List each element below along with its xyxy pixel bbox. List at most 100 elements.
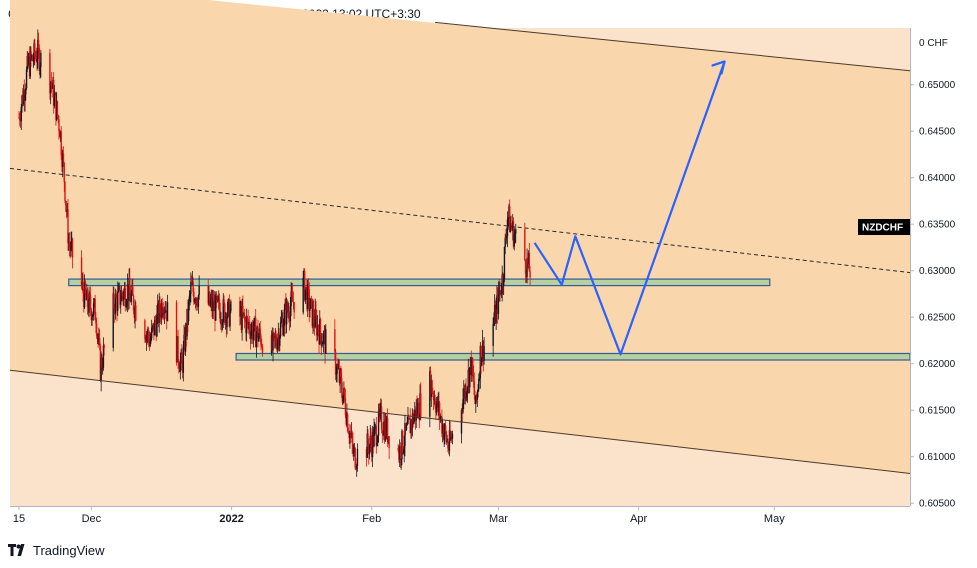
- price-axis[interactable]: 0 CHF 0.60500 0.61000 0.61500 0.62000 0.6250…: [858, 28, 977, 510]
- support-zone-2[interactable]: [235, 352, 911, 361]
- candle: [96, 333, 99, 345]
- candle: [210, 289, 212, 312]
- candle: [469, 366, 471, 394]
- candle: [280, 310, 283, 324]
- candle: [373, 418, 375, 448]
- candle: [251, 319, 254, 344]
- candle: [209, 294, 212, 308]
- candle: [411, 418, 413, 439]
- candle: [495, 297, 497, 330]
- candle: [417, 398, 419, 419]
- projected-path-line[interactable]: [533, 61, 726, 356]
- price-tick-label: 0.64500: [919, 127, 956, 138]
- candle: [249, 324, 252, 350]
- time-axis[interactable]: 15 Dec 2022 Feb Mar Apr May: [10, 506, 910, 525]
- candle: [500, 283, 503, 299]
- candle: [144, 335, 147, 343]
- candle: [465, 378, 467, 402]
- candle: [101, 354, 103, 372]
- candle: [494, 300, 497, 325]
- candle: [196, 297, 198, 306]
- candle: [68, 232, 70, 251]
- candle: [480, 345, 482, 374]
- price-tick-label: 0.60500: [919, 499, 956, 510]
- candle: [278, 328, 280, 352]
- tradingview-logo-icon: [8, 544, 25, 556]
- candle: [313, 314, 316, 336]
- candle: [291, 282, 293, 297]
- candle: [165, 301, 167, 314]
- candle: [245, 308, 248, 342]
- candle: [62, 149, 64, 178]
- candle: [501, 265, 503, 302]
- candle: [257, 319, 259, 348]
- candle: [351, 430, 353, 454]
- candle: [368, 443, 371, 460]
- candle: [239, 300, 242, 325]
- candle: [89, 291, 91, 301]
- candle: [512, 217, 515, 249]
- candle: [528, 242, 531, 272]
- candle: [470, 350, 472, 382]
- candle: [429, 366, 432, 401]
- candle: [83, 289, 85, 313]
- candle: [88, 286, 90, 318]
- candle: [112, 286, 114, 352]
- candle: [430, 374, 433, 407]
- candle: [404, 414, 406, 457]
- plot-area[interactable]: [9, 0, 911, 506]
- support-zone-1[interactable]: [68, 278, 771, 287]
- candle: [445, 430, 448, 445]
- candle: [438, 400, 441, 430]
- candle: [527, 257, 529, 269]
- candle: [241, 298, 243, 341]
- time-tick-label: Mar: [489, 513, 508, 525]
- candle: [324, 325, 326, 364]
- candle: [84, 279, 87, 296]
- candle: [415, 399, 417, 428]
- candle: [95, 317, 98, 339]
- candle: [285, 293, 287, 335]
- candle: [337, 359, 340, 370]
- candle: [273, 331, 275, 342]
- candle: [211, 290, 213, 318]
- candle: [221, 319, 223, 333]
- candle: [251, 322, 253, 336]
- candle: [145, 331, 148, 351]
- candle: [248, 315, 251, 339]
- candle: [499, 290, 502, 296]
- candle: [177, 329, 179, 369]
- candle: [307, 279, 309, 318]
- candle: [51, 83, 53, 98]
- channel-upper-line[interactable]: [435, 21, 911, 72]
- candle: [166, 294, 169, 322]
- channel-lower-line[interactable]: [9, 369, 911, 474]
- candle: [493, 294, 496, 327]
- candle: [406, 416, 408, 426]
- candle: [230, 299, 232, 314]
- symbol-badge-background: [858, 219, 910, 236]
- time-tick-label: Dec: [82, 513, 102, 525]
- candle: [348, 423, 350, 445]
- candle: [346, 412, 349, 433]
- candle: [447, 438, 449, 453]
- candle: [58, 115, 60, 140]
- price-tick-label: 0.61000: [919, 452, 956, 463]
- candle: [144, 318, 146, 343]
- candle: [150, 333, 152, 345]
- candle: [187, 299, 189, 333]
- candle: [398, 439, 401, 467]
- candle: [149, 331, 151, 348]
- candle: [527, 250, 530, 269]
- candle: [325, 324, 327, 354]
- candle: [432, 387, 434, 398]
- candle: [225, 312, 227, 338]
- candle: [191, 270, 194, 286]
- candle: [322, 341, 324, 345]
- candle: [224, 302, 226, 325]
- candle: [353, 442, 356, 457]
- candle: [93, 297, 96, 308]
- candle: [256, 325, 258, 338]
- candle: [339, 367, 341, 394]
